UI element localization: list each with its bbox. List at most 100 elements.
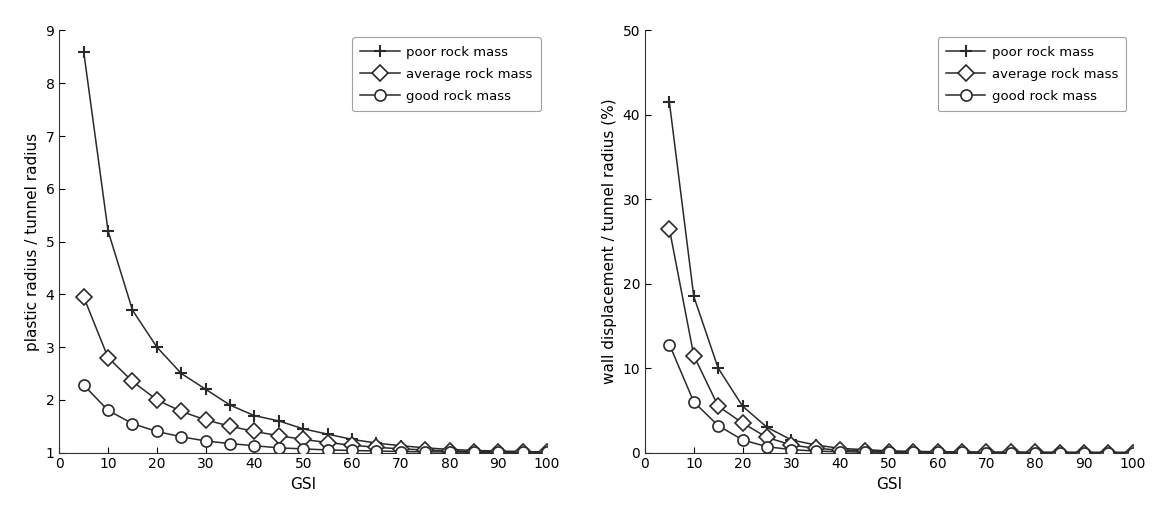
poor rock mass: [1028, 449, 1042, 455]
poor rock mass: [1102, 449, 1116, 455]
good rock mass: [760, 444, 774, 450]
poor rock mass: [686, 293, 700, 299]
average rock mass: [418, 447, 432, 453]
good rock mass: [1102, 449, 1116, 455]
good rock mass: [540, 449, 554, 455]
average rock mass: [1004, 449, 1018, 455]
average rock mass: [76, 294, 90, 300]
poor rock mass: [174, 370, 189, 376]
good rock mass: [663, 341, 677, 347]
Line: poor rock mass: poor rock mass: [77, 45, 554, 458]
good rock mass: [1125, 449, 1139, 455]
average rock mass: [369, 444, 383, 450]
good rock mass: [418, 449, 432, 455]
average rock mass: [296, 436, 310, 443]
good rock mass: [956, 449, 970, 455]
poor rock mass: [247, 413, 261, 419]
good rock mass: [247, 443, 261, 449]
good rock mass: [174, 434, 189, 440]
average rock mass: [125, 378, 139, 385]
average rock mass: [663, 226, 677, 232]
good rock mass: [125, 420, 139, 427]
good rock mass: [735, 437, 749, 443]
average rock mass: [711, 403, 725, 409]
average rock mass: [174, 408, 189, 415]
poor rock mass: [663, 99, 677, 105]
average rock mass: [345, 442, 359, 448]
good rock mass: [492, 449, 506, 455]
good rock mass: [833, 449, 847, 455]
poor rock mass: [711, 365, 725, 371]
poor rock mass: [76, 49, 90, 55]
average rock mass: [735, 420, 749, 426]
good rock mass: [857, 449, 871, 455]
good rock mass: [369, 448, 383, 454]
average rock mass: [247, 429, 261, 435]
poor rock mass: [1053, 449, 1067, 455]
good rock mass: [150, 429, 164, 435]
average rock mass: [686, 353, 700, 359]
poor rock mass: [1004, 449, 1018, 455]
average rock mass: [833, 447, 847, 453]
X-axis label: GSI: GSI: [290, 477, 316, 492]
average rock mass: [443, 448, 457, 454]
poor rock mass: [735, 403, 749, 409]
good rock mass: [393, 448, 408, 454]
poor rock mass: [833, 445, 847, 451]
good rock mass: [979, 449, 993, 455]
average rock mass: [1102, 449, 1116, 455]
average rock mass: [515, 449, 529, 455]
average rock mass: [540, 449, 554, 455]
average rock mass: [222, 423, 237, 429]
poor rock mass: [222, 402, 237, 408]
good rock mass: [222, 440, 237, 447]
good rock mass: [101, 407, 115, 414]
poor rock mass: [418, 445, 432, 451]
poor rock mass: [345, 436, 359, 443]
good rock mass: [906, 449, 920, 455]
poor rock mass: [369, 440, 383, 446]
poor rock mass: [809, 442, 823, 448]
poor rock mass: [882, 448, 896, 454]
poor rock mass: [931, 449, 945, 455]
average rock mass: [272, 433, 286, 439]
Line: good rock mass: good rock mass: [664, 339, 1138, 458]
average rock mass: [199, 417, 213, 423]
poor rock mass: [393, 443, 408, 449]
average rock mass: [101, 355, 115, 361]
good rock mass: [711, 422, 725, 429]
Line: average rock mass: average rock mass: [664, 223, 1138, 458]
good rock mass: [467, 449, 481, 455]
Y-axis label: plastic radius / tunnel radius: plastic radius / tunnel radius: [25, 132, 40, 351]
poor rock mass: [321, 431, 335, 437]
average rock mass: [1077, 449, 1091, 455]
Line: good rock mass: good rock mass: [78, 379, 553, 458]
average rock mass: [979, 449, 993, 455]
poor rock mass: [1125, 449, 1139, 455]
average rock mass: [906, 449, 920, 455]
poor rock mass: [296, 425, 310, 432]
good rock mass: [931, 449, 945, 455]
average rock mass: [785, 442, 799, 448]
good rock mass: [443, 449, 457, 455]
poor rock mass: [1077, 449, 1091, 455]
poor rock mass: [272, 418, 286, 424]
poor rock mass: [199, 386, 213, 392]
average rock mass: [956, 449, 970, 455]
good rock mass: [1004, 449, 1018, 455]
good rock mass: [686, 399, 700, 405]
poor rock mass: [125, 307, 139, 313]
poor rock mass: [467, 447, 481, 453]
poor rock mass: [760, 424, 774, 430]
average rock mass: [393, 446, 408, 452]
poor rock mass: [150, 344, 164, 350]
poor rock mass: [906, 448, 920, 454]
poor rock mass: [540, 449, 554, 455]
poor rock mass: [101, 228, 115, 234]
average rock mass: [882, 448, 896, 454]
poor rock mass: [443, 446, 457, 452]
average rock mass: [1053, 449, 1067, 455]
poor rock mass: [979, 449, 993, 455]
Line: poor rock mass: poor rock mass: [663, 96, 1139, 459]
average rock mass: [1028, 449, 1042, 455]
